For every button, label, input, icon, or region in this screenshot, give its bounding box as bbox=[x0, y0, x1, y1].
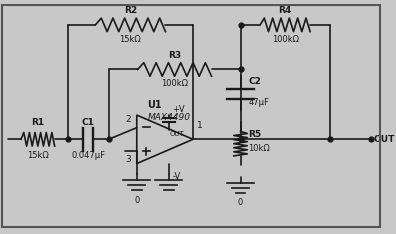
Text: C1: C1 bbox=[82, 118, 95, 127]
Text: OUT: OUT bbox=[373, 135, 395, 144]
Text: 15kΩ: 15kΩ bbox=[120, 35, 141, 44]
Text: U1: U1 bbox=[147, 100, 162, 110]
Text: 100kΩ: 100kΩ bbox=[161, 79, 188, 88]
Text: 3: 3 bbox=[125, 155, 131, 164]
Text: R3: R3 bbox=[168, 51, 181, 60]
Text: C2: C2 bbox=[248, 77, 261, 86]
Text: R4: R4 bbox=[278, 6, 292, 15]
Text: 10kΩ: 10kΩ bbox=[248, 143, 270, 153]
Text: R5: R5 bbox=[248, 130, 261, 139]
Text: 0: 0 bbox=[134, 196, 139, 205]
Text: 2: 2 bbox=[125, 115, 131, 124]
Text: +V: +V bbox=[173, 105, 185, 114]
Text: 47μF: 47μF bbox=[248, 98, 269, 107]
Text: MAX4490: MAX4490 bbox=[147, 113, 190, 122]
Text: 1: 1 bbox=[197, 121, 203, 130]
Text: R2: R2 bbox=[124, 6, 137, 15]
Text: 0.047μF: 0.047μF bbox=[71, 151, 105, 160]
Text: -V: -V bbox=[173, 172, 181, 181]
Text: 15kΩ: 15kΩ bbox=[27, 151, 49, 160]
Text: OUT: OUT bbox=[170, 131, 185, 137]
Text: R1: R1 bbox=[31, 118, 44, 127]
Text: 0: 0 bbox=[238, 198, 243, 208]
Text: 100kΩ: 100kΩ bbox=[272, 35, 299, 44]
